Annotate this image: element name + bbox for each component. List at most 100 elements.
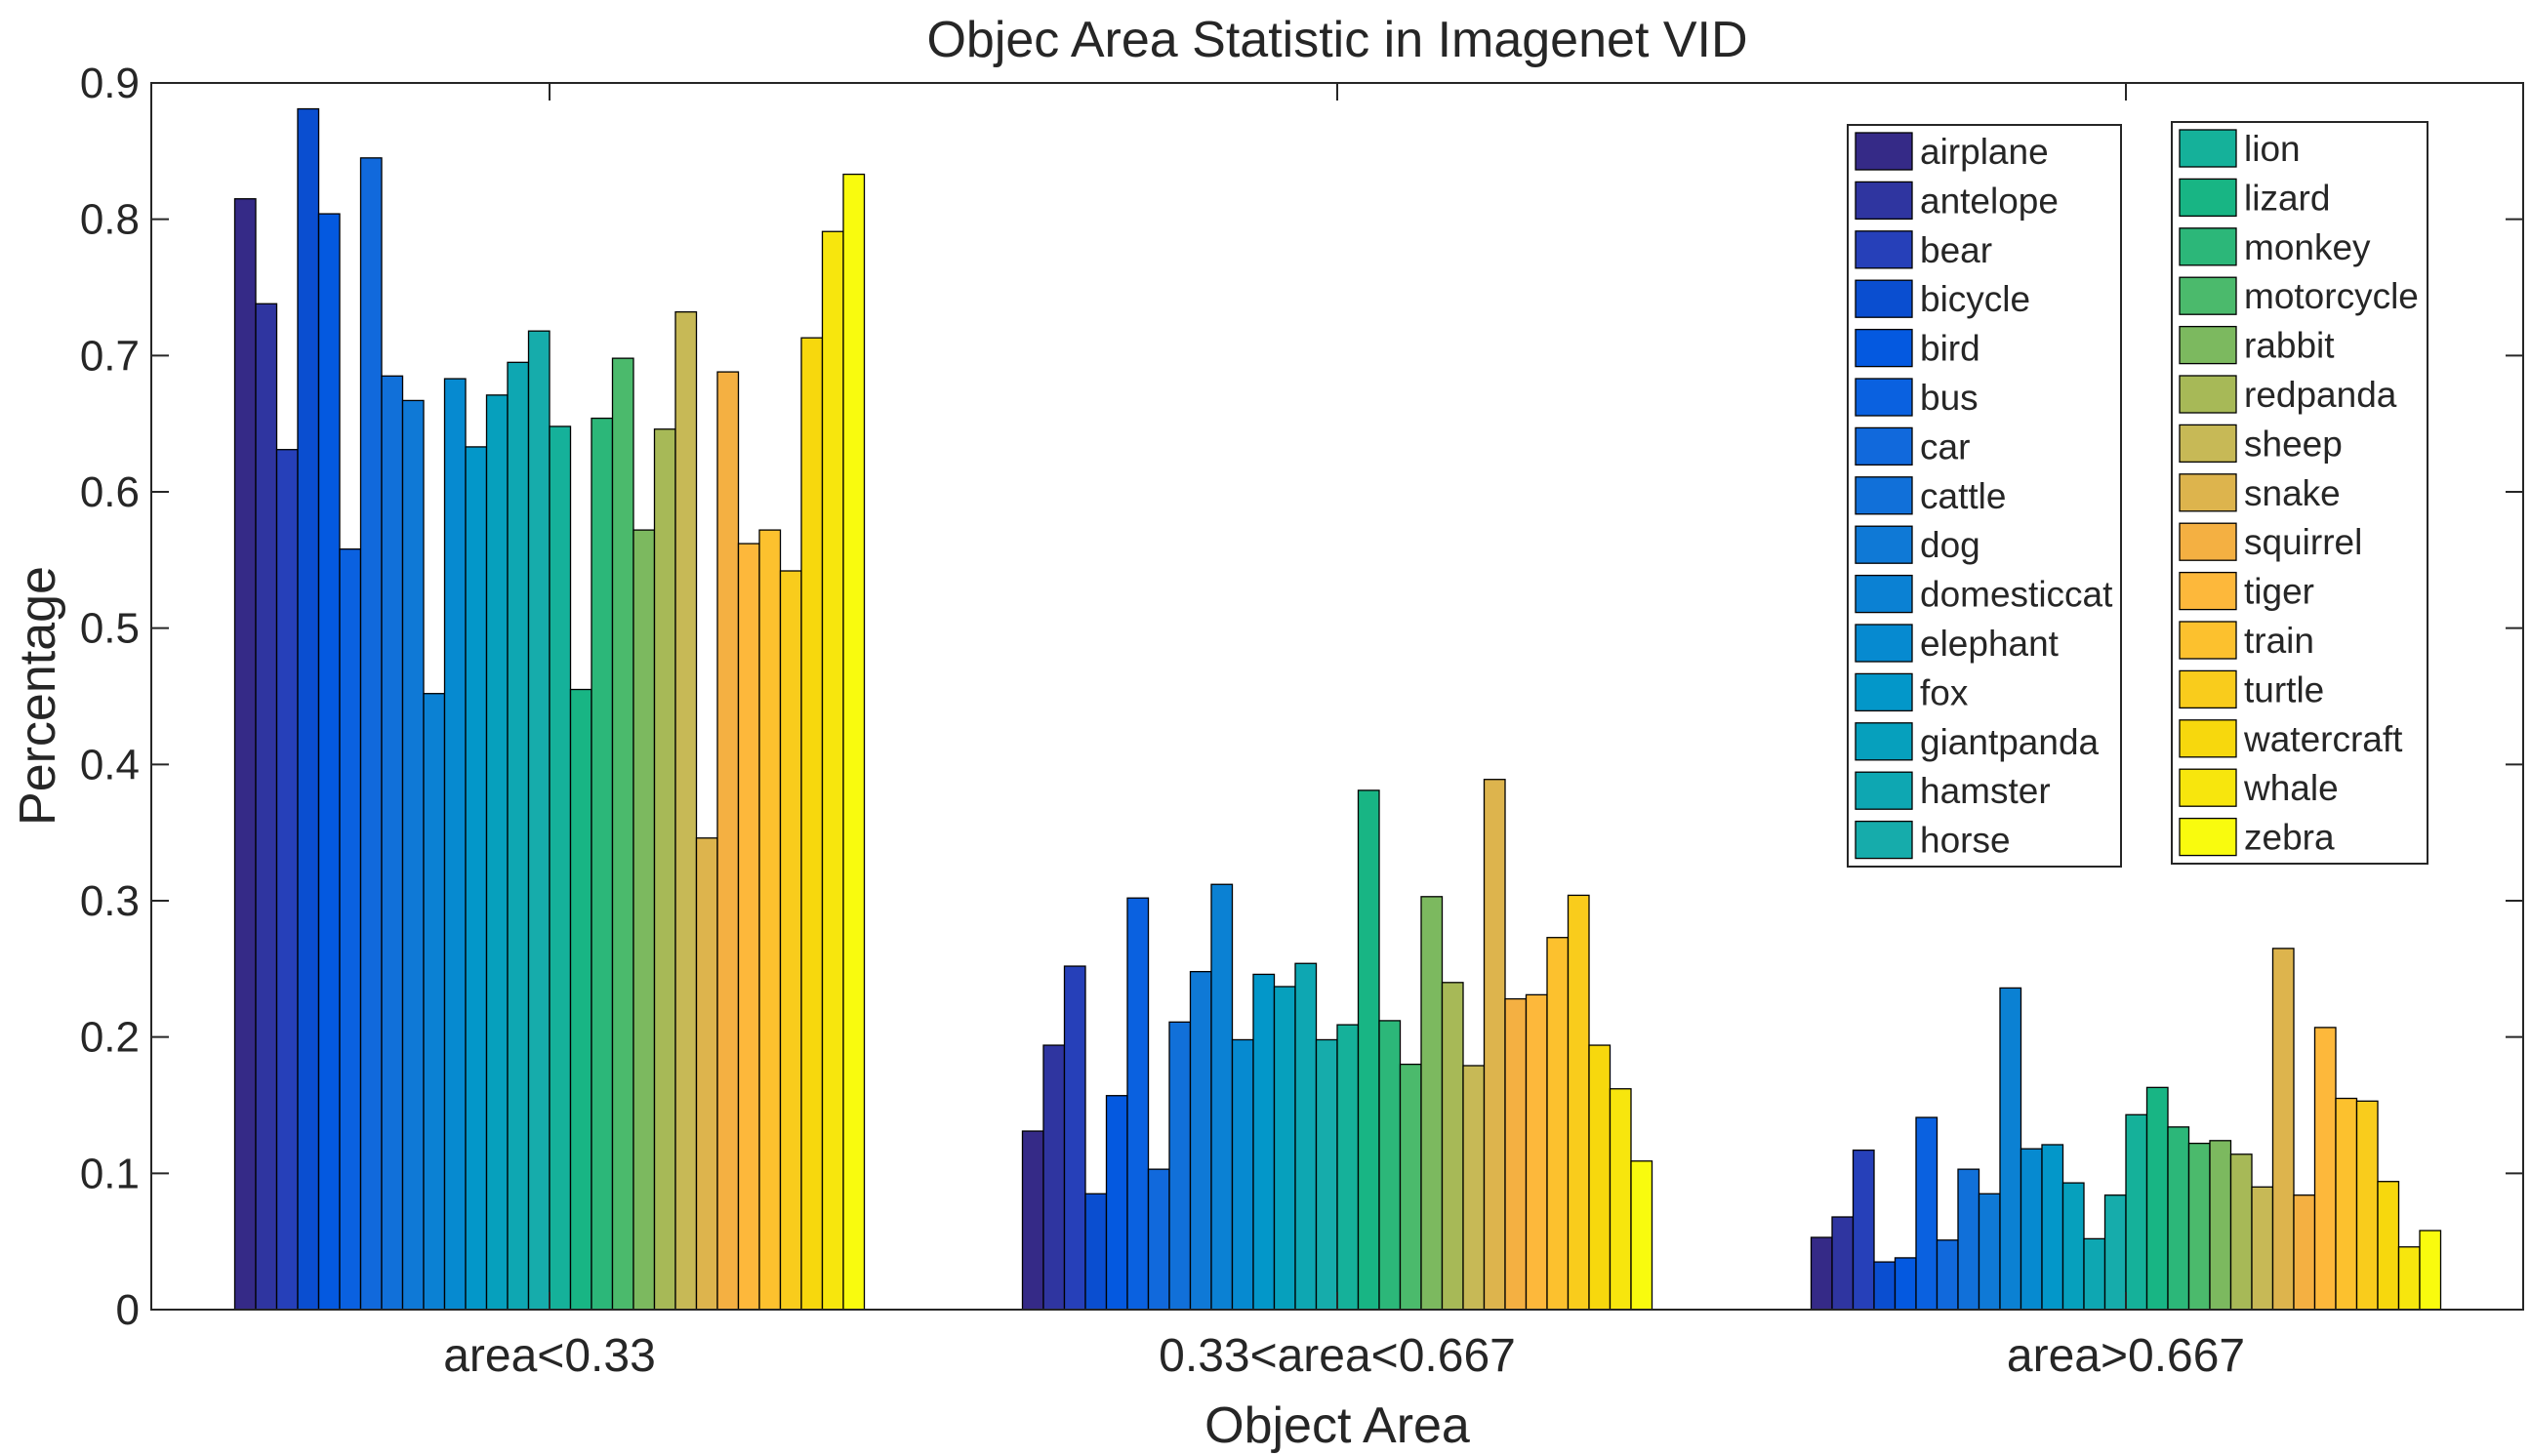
bar-turtle-3: [2355, 1100, 2379, 1311]
bar-giantpanda-2: [1273, 986, 1296, 1311]
legend-label-dog: dog: [1920, 525, 1980, 565]
bar-turtle-2: [1567, 894, 1590, 1311]
legend-swatch-squirrel: [2179, 522, 2237, 561]
bar-train-3: [2335, 1097, 2358, 1311]
bar-monkey-2: [1378, 1020, 1402, 1311]
bar-lion-2: [1336, 1024, 1360, 1311]
bar-dog-1: [401, 399, 425, 1311]
legend-swatch-giantpanda: [1855, 722, 1913, 761]
legend-swatch-lizard: [2179, 178, 2237, 218]
bar-fox-1: [465, 446, 488, 1311]
bar-snake-3: [2271, 948, 2295, 1311]
y-tick-label: 0.9: [80, 60, 140, 107]
bar-dog-2: [1189, 970, 1212, 1311]
bar-hamster-1: [507, 361, 530, 1311]
legend-swatch-lion: [2179, 129, 2237, 168]
legend-swatch-snake: [2179, 473, 2237, 512]
legend-label-antelope: antelope: [1920, 181, 2059, 221]
bar-snake-1: [695, 837, 718, 1311]
bar-tiger-2: [1525, 993, 1548, 1311]
legend-swatch-monkey: [2179, 227, 2237, 266]
legend-swatch-antelope: [1855, 181, 1913, 221]
bar-monkey-1: [591, 417, 614, 1311]
legend-label-bus: bus: [1920, 378, 1979, 418]
legend-swatch-bear: [1855, 230, 1913, 269]
bar-bus-3: [1915, 1116, 1938, 1311]
legend-swatch-train: [2179, 621, 2237, 660]
legend-swatch-car: [1855, 426, 1913, 466]
legend-label-airplane: airplane: [1920, 132, 2049, 172]
legend-label-redpanda: redpanda: [2244, 375, 2397, 415]
bar-whale-2: [1609, 1088, 1632, 1311]
x-axis-title: Object Area: [1204, 1397, 1470, 1454]
bar-bicycle-1: [297, 107, 320, 1311]
bar-zebra-1: [842, 173, 866, 1311]
bar-whale-3: [2397, 1246, 2421, 1311]
bar-monkey-3: [2167, 1126, 2190, 1311]
legend-label-watercraft: watercraft: [2243, 719, 2403, 759]
bar-bird-1: [317, 213, 341, 1311]
bar-snake-2: [1483, 779, 1506, 1311]
legend-label-train: train: [2244, 621, 2314, 661]
x-tick-label: 0.33<area<0.667: [1159, 1330, 1516, 1382]
bar-fox-2: [1252, 973, 1276, 1311]
bar-antelope-2: [1042, 1044, 1066, 1311]
bar-lion-1: [549, 425, 572, 1311]
legend-swatch-domesticcat: [1855, 574, 1913, 614]
bar-sheep-1: [674, 310, 698, 1311]
legend-label-cattle: cattle: [1920, 476, 2006, 516]
bar-rabbit-1: [632, 529, 656, 1311]
bar-giantpanda-1: [485, 394, 509, 1311]
legend-swatch-sheep: [2179, 424, 2237, 464]
legend-swatch-watercraft: [2179, 719, 2237, 758]
bar-bus-1: [339, 548, 362, 1311]
x-axis: area<0.33 0.33<area<0.667 area>0.667: [443, 83, 2245, 1382]
bar-motorcycle-1: [611, 357, 634, 1311]
legend-swatch-zebra: [2179, 817, 2237, 857]
legend-label-car: car: [1920, 426, 1970, 466]
y-tick-label: 0.1: [80, 1150, 140, 1197]
chart-title: Objec Area Statistic in Imagenet VID: [926, 12, 1747, 68]
legend-swatch-dog: [1855, 525, 1913, 564]
bar-elephant-3: [2020, 1148, 2043, 1311]
bar-airplane-1: [233, 198, 257, 1311]
bar-bird-2: [1105, 1095, 1128, 1311]
legend-label-tiger: tiger: [2244, 572, 2314, 612]
bar-antelope-3: [1831, 1216, 1855, 1311]
x-tick-label: area<0.33: [443, 1330, 656, 1382]
legend-label-turtle: turtle: [2244, 669, 2324, 709]
bar-bear-3: [1852, 1149, 1875, 1311]
bar-fox-3: [2041, 1144, 2064, 1311]
bar-squirrel-1: [716, 371, 740, 1311]
bar-car-1: [359, 157, 383, 1311]
y-tick-label: 0.2: [80, 1014, 140, 1062]
legend-label-snake: snake: [2244, 473, 2341, 513]
bar-car-3: [1936, 1239, 1959, 1311]
y-tick-label: 0.5: [80, 605, 140, 653]
legend-label-horse: horse: [1920, 821, 2011, 861]
legend-swatch-airplane: [1855, 132, 1913, 171]
legend-label-giantpanda: giantpanda: [1920, 722, 2100, 762]
legend-label-hamster: hamster: [1920, 771, 2051, 811]
legend-label-fox: fox: [1920, 672, 1969, 712]
legend-label-squirrel: squirrel: [2244, 522, 2362, 562]
legend-label-lion: lion: [2244, 129, 2301, 169]
bar-cattle-2: [1168, 1021, 1192, 1311]
y-tick-label: 0.7: [80, 332, 140, 380]
legend-swatch-bicycle: [1855, 279, 1913, 318]
legend-label-bird: bird: [1920, 329, 1980, 369]
bar-giantpanda-3: [2061, 1182, 2085, 1311]
legend-label-whale: whale: [2243, 768, 2339, 808]
bar-lizard-2: [1357, 789, 1380, 1311]
legend: airplane antelope bear bicycle bird bus car cat…: [1847, 121, 2428, 868]
bar-watercraft-1: [800, 337, 824, 1311]
legend-swatch-redpanda: [2179, 375, 2237, 414]
bar-train-2: [1546, 937, 1570, 1311]
y-tick-label: 0.6: [80, 468, 140, 516]
bar-train-1: [758, 529, 782, 1311]
legend-swatch-tiger: [2179, 571, 2237, 611]
bar-zebra-2: [1630, 1160, 1653, 1311]
bar-rabbit-3: [2209, 1140, 2232, 1311]
bar-car-2: [1147, 1168, 1170, 1311]
